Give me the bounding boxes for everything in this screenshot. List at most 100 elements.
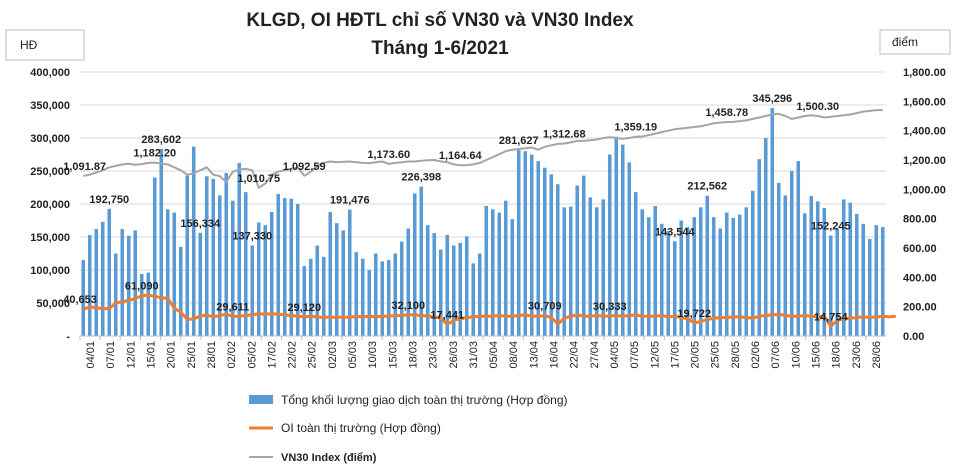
volume-bar (737, 214, 742, 336)
x-tick-label: 05/04 (488, 341, 500, 369)
volume-bar (334, 223, 339, 336)
volume-bar (620, 144, 625, 336)
left-unit-box (5, 29, 85, 61)
volume-bar (874, 225, 879, 336)
volume-bar (633, 192, 638, 336)
data-label: 281,627 (499, 135, 539, 147)
x-tick-label: 16/04 (549, 341, 561, 369)
data-labels: 1,091.87 1,182.20 1,010.751,092.59 1,173.60… (63, 93, 850, 323)
x-axis: 04/01 07/01 12/01 15/01 20/01 25/01 28/01 02/02… (79, 335, 886, 369)
volume-bar (490, 209, 495, 336)
volume-bar (204, 176, 209, 336)
right-unit-box (879, 29, 951, 55)
volume-bar (536, 161, 541, 336)
volume-bar (705, 195, 710, 336)
x-tick-label: 02/06 (750, 341, 762, 369)
volume-bar (510, 219, 515, 336)
volume-bar (419, 186, 424, 336)
volume-bar (393, 253, 398, 336)
legend-label-oi: OI toàn thị trường (Hợp đồng) (281, 421, 441, 435)
volume-bar (354, 252, 359, 336)
right-tick-label: 600.00 (903, 243, 937, 255)
data-label: 192,750 (89, 194, 129, 206)
x-tick-label: 28/05 (730, 341, 742, 369)
x-tick-label: 31/03 (468, 341, 480, 369)
oi-line (82, 293, 896, 328)
volume-bar (211, 178, 216, 336)
volume-bar (133, 230, 138, 336)
volume-bar (614, 136, 619, 336)
volume-bar (750, 190, 755, 336)
left-tick-label: 400,000 (30, 67, 70, 79)
x-tick-label: 20/05 (690, 341, 702, 369)
legend: Tổng khối lượng giao dịch toàn thị trườn… (249, 393, 568, 464)
volume-bar (139, 273, 144, 336)
left-tick-label: 50,000 (36, 298, 70, 310)
right-tick-label: 1,400.00 (903, 126, 946, 138)
right-unit-label: điểm (892, 35, 918, 49)
volume-bar (256, 222, 261, 336)
data-label: 1,312.68 (543, 128, 586, 140)
volume-bar (425, 225, 430, 336)
x-tick-label: 12/01 (125, 341, 137, 369)
volume-bar (555, 184, 560, 336)
series-lines (82, 109, 896, 328)
volume-bar (464, 236, 469, 336)
volume-bar (835, 228, 840, 336)
data-label: 226,398 (401, 172, 441, 184)
volume-bar (113, 253, 118, 336)
volume-bar (692, 217, 697, 336)
volume-bar (581, 175, 586, 336)
right-tick-label: 1,200.00 (903, 155, 946, 167)
x-tick-label: 17/05 (669, 341, 681, 369)
volume-bar (224, 172, 229, 336)
volume-bar (432, 233, 437, 336)
volume-bar (107, 208, 112, 336)
left-axis-ticks: - 50,000 100,000 150,000 200,000 250,000 300,0… (30, 67, 70, 343)
x-tick-label: 23/03 (428, 341, 440, 369)
volume-bar (438, 249, 443, 336)
x-tick-label: 08/04 (508, 341, 520, 369)
volume-bar (783, 195, 788, 336)
left-tick-label: 300,000 (30, 133, 70, 145)
data-label: 29,611 (216, 301, 249, 313)
volume-bar (178, 246, 183, 336)
volume-bar (731, 217, 736, 336)
data-label: 345,296 (752, 93, 792, 105)
x-tick-label: 28/06 (871, 341, 883, 369)
volume-bar (445, 235, 450, 336)
data-label: 1,091.87 (63, 161, 106, 173)
volume-bar (308, 258, 313, 336)
volume-bar (828, 235, 833, 336)
data-label: 30,709 (528, 301, 562, 313)
volume-bar (607, 154, 612, 336)
volume-bar (471, 263, 476, 336)
volume-bar (809, 196, 814, 336)
data-label: 19,722 (677, 308, 711, 320)
volume-bar (451, 245, 456, 336)
data-label: 30,333 (593, 301, 627, 313)
right-tick-label: 1,000.00 (903, 184, 946, 196)
right-axis-ticks: 0.00 200.00 400.00 600.00 800.00 1,000.00 1,20… (903, 67, 946, 343)
x-tick-label: 17/02 (266, 341, 278, 369)
volume-bar (315, 245, 320, 336)
volume-bar (640, 209, 645, 336)
x-tick-label: 04/05 (609, 341, 621, 369)
volume-bar (685, 227, 690, 336)
volume-bar (120, 229, 125, 336)
volume-bar (679, 220, 684, 336)
volume-bar (250, 245, 255, 336)
volume-bar (347, 209, 352, 336)
volume-bar (165, 209, 170, 336)
x-tick-label: 15/01 (146, 341, 158, 369)
volume-bar (152, 177, 157, 336)
volume-bar (698, 207, 703, 336)
x-tick-label: 25/02 (307, 341, 319, 369)
x-tick-label: 22/02 (287, 341, 299, 369)
data-label: 1,173.60 (367, 149, 410, 161)
volume-bar (497, 212, 502, 336)
volume-bar (861, 223, 866, 336)
data-label: 1,010.75 (237, 173, 280, 185)
volume-bar (341, 230, 346, 336)
volume-bar (503, 200, 508, 336)
